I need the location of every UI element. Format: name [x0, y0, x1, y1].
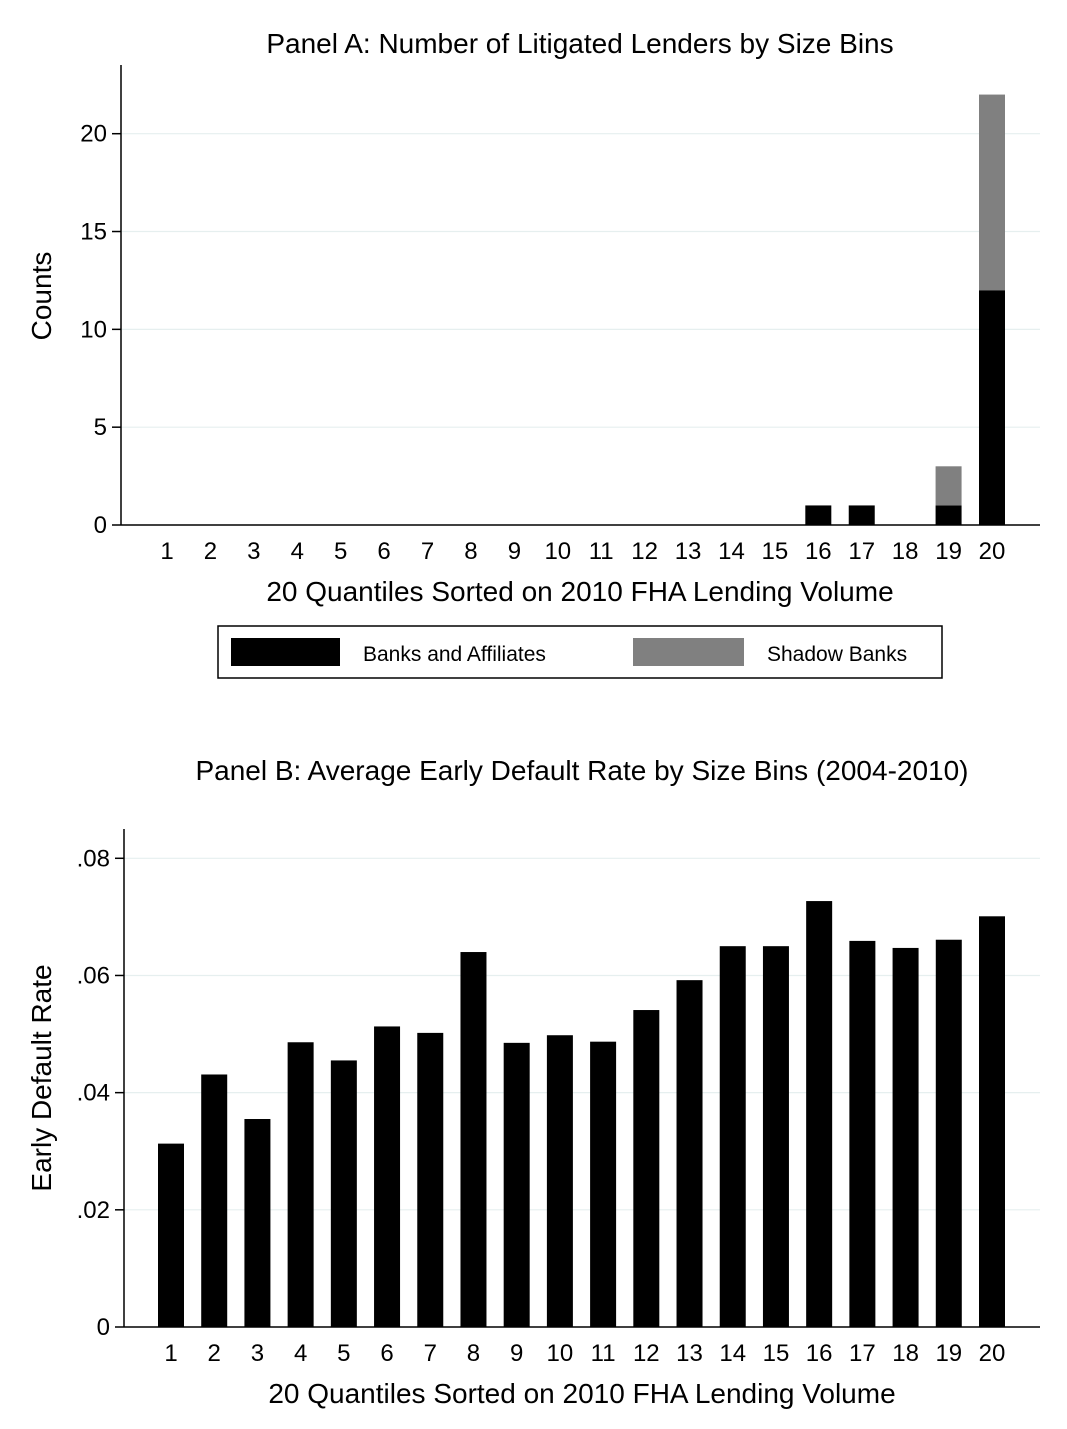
- bar-banks: [979, 290, 1005, 525]
- bar-shadow: [979, 94, 1005, 291]
- x-tick-label: 2: [208, 1340, 221, 1367]
- bar: [417, 1032, 444, 1327]
- bar: [503, 1042, 530, 1327]
- y-tick-label: 5: [94, 414, 107, 441]
- panel-a-x-ticks: 1 2 3 4 5 6 7 8 9 10 11 12 13 14 15 16 17 18 19 20: [160, 538, 1005, 565]
- bar: [244, 1119, 271, 1327]
- x-tick-label: 13: [676, 1340, 703, 1367]
- bar-banks: [935, 505, 962, 525]
- panel-a-y-axis-label: Counts: [26, 252, 57, 341]
- panel-a-x-axis-label: 20 Quantiles Sorted on 2010 FHA Lending …: [266, 576, 893, 607]
- bar: [330, 1060, 357, 1327]
- y-tick-label: .06: [77, 962, 110, 989]
- x-tick-label: 9: [510, 1340, 523, 1367]
- panel-b: Panel B: Average Early Default Rate by S…: [26, 755, 1040, 1409]
- legend-label-shadow: Shadow Banks: [767, 643, 907, 666]
- x-tick-label: 3: [251, 1340, 264, 1367]
- x-tick-label: 1: [160, 538, 173, 565]
- bar: [892, 947, 919, 1327]
- x-tick-label: 7: [424, 1340, 437, 1367]
- x-tick-label: 19: [935, 538, 962, 565]
- x-tick-label: 8: [464, 538, 477, 565]
- panel-b-bars: [158, 901, 1005, 1327]
- bar: [201, 1074, 228, 1327]
- x-tick-label: 1: [164, 1340, 177, 1367]
- panel-a-legend: Banks and Affiliates Shadow Banks: [217, 625, 943, 679]
- panel-a-y-ticks: 0 5 10 15 20: [80, 121, 121, 539]
- panel-a-grid: [121, 133, 1040, 428]
- panel-b-grid: [124, 857, 1040, 1211]
- x-tick-label: 4: [294, 1340, 307, 1367]
- x-tick-label: 15: [762, 538, 789, 565]
- bar-shadow: [935, 466, 962, 506]
- x-tick-label: 2: [204, 538, 217, 565]
- x-tick-label: 5: [337, 1340, 350, 1367]
- x-tick-label: 6: [380, 1340, 393, 1367]
- y-tick-label: .02: [77, 1197, 110, 1224]
- x-tick-label: 9: [508, 538, 521, 565]
- y-tick-label: 15: [80, 219, 107, 246]
- x-tick-label: 14: [718, 538, 745, 565]
- bar: [633, 1010, 660, 1327]
- bar: [590, 1041, 617, 1327]
- bar: [460, 952, 487, 1327]
- x-tick-label: 10: [547, 1340, 574, 1367]
- bar: [158, 1143, 184, 1327]
- x-tick-label: 18: [892, 538, 919, 565]
- panel-a-bars: [805, 94, 1005, 525]
- panel-b-title: Panel B: Average Early Default Rate by S…: [195, 755, 968, 786]
- x-tick-label: 11: [589, 538, 614, 565]
- x-tick-label: 20: [979, 538, 1006, 565]
- x-tick-label: 8: [467, 1340, 480, 1367]
- x-tick-label: 10: [544, 538, 571, 565]
- x-tick-label: 7: [421, 538, 434, 565]
- bar: [935, 939, 962, 1327]
- legend-swatch-shadow: [633, 638, 744, 666]
- x-tick-label: 11: [591, 1340, 616, 1367]
- y-tick-label: 20: [80, 121, 107, 148]
- x-tick-label: 16: [806, 1340, 833, 1367]
- x-tick-label: 3: [247, 538, 260, 565]
- bar: [849, 940, 876, 1327]
- x-tick-label: 13: [675, 538, 702, 565]
- bar: [676, 980, 703, 1327]
- x-tick-label: 12: [631, 538, 658, 565]
- y-tick-label: 0: [94, 512, 107, 539]
- y-tick-label: 10: [80, 316, 107, 343]
- bar: [762, 946, 789, 1327]
- x-tick-label: 6: [377, 538, 390, 565]
- bar-banks: [805, 505, 832, 525]
- bar: [719, 946, 746, 1327]
- x-tick-label: 4: [291, 538, 304, 565]
- x-tick-label: 12: [633, 1340, 660, 1367]
- x-tick-label: 17: [849, 1340, 876, 1367]
- x-tick-label: 16: [805, 538, 832, 565]
- x-tick-label: 17: [848, 538, 875, 565]
- x-tick-label: 20: [979, 1340, 1006, 1367]
- y-tick-label: .08: [77, 845, 110, 872]
- bar-banks: [848, 505, 875, 525]
- panel-a-title: Panel A: Number of Litigated Lenders by …: [266, 28, 893, 59]
- y-tick-label: .04: [77, 1080, 110, 1107]
- bar: [546, 1035, 573, 1327]
- x-tick-label: 19: [935, 1340, 962, 1367]
- legend-swatch-banks: [231, 638, 340, 666]
- panel-b-x-axis-label: 20 Quantiles Sorted on 2010 FHA Lending …: [268, 1378, 895, 1409]
- y-tick-label: 0: [97, 1314, 110, 1341]
- panel-a: Panel A: Number of Litigated Lenders by …: [26, 28, 1040, 679]
- panel-b-y-ticks: 0 .02 .04 .06 .08: [77, 845, 124, 1341]
- x-tick-label: 15: [763, 1340, 790, 1367]
- x-tick-label: 5: [334, 538, 347, 565]
- panel-b-x-ticks: 1 2 3 4 5 6 7 8 9 10 11 12 13 14 15 16 17 18 19 20: [164, 1340, 1005, 1367]
- bar: [287, 1042, 314, 1327]
- x-tick-label: 14: [719, 1340, 746, 1367]
- bar: [374, 1026, 401, 1327]
- bar: [979, 916, 1005, 1327]
- x-tick-label: 18: [892, 1340, 919, 1367]
- bar: [806, 901, 833, 1327]
- panel-b-y-axis-label: Early Default Rate: [26, 964, 57, 1191]
- legend-label-banks: Banks and Affiliates: [363, 643, 546, 666]
